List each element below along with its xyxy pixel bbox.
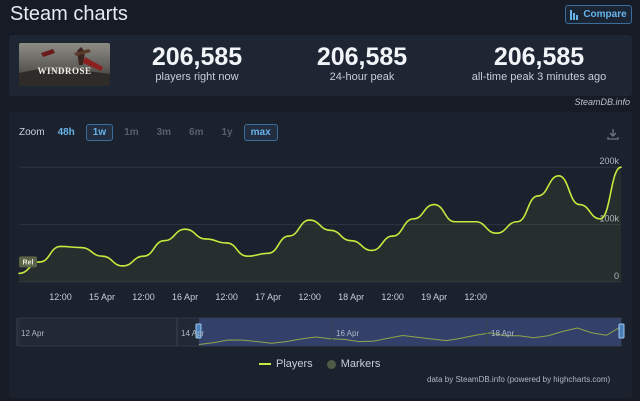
steamdb-credit[interactable]: SteamDB.info [574,97,630,107]
stat-value: 206,585 [151,43,243,71]
players-line-swatch [259,363,271,365]
x-tick-label: 12:00 [49,292,72,302]
zoom-3m-button[interactable]: 3m [156,127,172,138]
stat-label: players right now [155,71,239,83]
players-point [38,261,41,263]
stat-label: 24-hour peak [329,71,395,83]
players-point [80,246,83,249]
legend-markers[interactable]: Markers [326,358,381,370]
zoom-6m-button[interactable]: 6m [189,127,204,138]
chart-panel: Zoom 48h 1w 1m 3m 6m 1y max 0 100k 200k Rel… [9,112,632,398]
players-chart[interactable]: 0 100k 200k Rel 12:00 15 Apr 12:00 16 Apr 12:00 1… [9,112,632,398]
players-point [371,249,373,252]
navigator-label: 16 Apr [336,329,359,338]
zoom-max-button[interactable]: max [243,124,278,141]
x-tick-label: 18 Apr [338,292,364,302]
players-point [288,235,290,237]
zoom-1m-button[interactable]: 1m [124,127,139,138]
stats-bar: WINDROSE 206,585 players right now 206,5… [9,35,632,96]
navigator-line [198,326,622,346]
players-point [225,242,228,244]
players-point [433,203,435,206]
navigator-handle-right [618,323,625,339]
compare-label: Compare [583,9,627,20]
stat-value: 206,585 [493,43,585,71]
players-point [454,220,456,223]
y-tick-label: 200k [599,156,619,166]
markers-dot-swatch [326,359,336,369]
x-tick-label: 12:00 [132,292,155,302]
players-point [59,245,62,248]
players-line [18,166,622,275]
navigator-label: 12 Apr [21,329,44,338]
x-tick-label: 19 Apr [421,292,447,302]
stat-label: all-time peak 3 minutes ago [471,71,607,83]
x-tick-label: 12:00 [381,292,404,302]
stat-24h-peak: 206,585 24-hour peak [302,43,422,84]
page-title: Steam charts [10,3,128,25]
chart-legend: Players Markers [259,358,380,370]
players-area [19,167,621,282]
x-tick-label: 12:00 [215,292,238,302]
players-point [557,175,560,177]
stat-current: 206,585 players right now [137,43,257,84]
players-point [578,203,581,206]
players-point [620,166,622,169]
legend-players-label: Players [276,358,313,370]
navigator-label: 14 Apr [181,329,204,338]
release-flag [19,256,37,268]
stat-all-time-peak: 206,585 all-time peak 3 minutes ago [464,43,614,84]
players-point [267,252,269,255]
navigator-handle-left [195,323,202,339]
game-name: WINDROSE [37,66,92,76]
players-point [412,218,415,220]
players-point [391,235,394,237]
players-point [184,228,186,230]
zoom-48h-button[interactable]: 48h [57,127,75,138]
navigator-label: 18 Apr [491,329,514,338]
players-point [516,220,519,223]
chart-credit: data by SteamDB.info (powered by highcha… [427,375,611,384]
y-tick-label: 0 [614,271,619,281]
players-point [329,229,332,232]
players-point [537,195,539,197]
x-tick-label: 12:00 [298,292,321,302]
y-tick-label: 100k [599,214,619,224]
compare-button[interactable]: Compare [565,5,632,24]
players-point [205,238,207,240]
x-tick-label: 17 Apr [255,292,281,302]
compare-icon [570,9,579,20]
legend-players[interactable]: Players [259,358,313,370]
legend-markers-label: Markers [340,358,381,370]
zoom-1w-button[interactable]: 1w [85,124,114,141]
players-point [163,239,166,242]
players-point [308,219,311,221]
release-flag-label: Rel [23,259,34,266]
x-tick-label: 16 Apr [172,292,198,302]
players-point [599,218,602,220]
players-point [495,232,498,235]
navigator-selection [199,318,621,346]
players-point [142,255,145,257]
players-point [350,239,352,242]
x-tick-label: 12:00 [464,292,487,302]
players-point [121,265,124,267]
x-tick-label: 15 Apr [89,292,115,302]
players-point [101,255,103,257]
players-point [18,272,20,275]
game-capsule-image[interactable]: WINDROSE [19,43,110,86]
zoom-controls: Zoom 48h 1w 1m 3m 6m 1y max [19,124,278,141]
players-point [246,255,249,257]
download-icon[interactable] [607,128,619,140]
zoom-1y-button[interactable]: 1y [221,127,233,138]
players-point [474,220,477,223]
stat-value: 206,585 [316,43,408,71]
zoom-label: Zoom [19,127,45,138]
